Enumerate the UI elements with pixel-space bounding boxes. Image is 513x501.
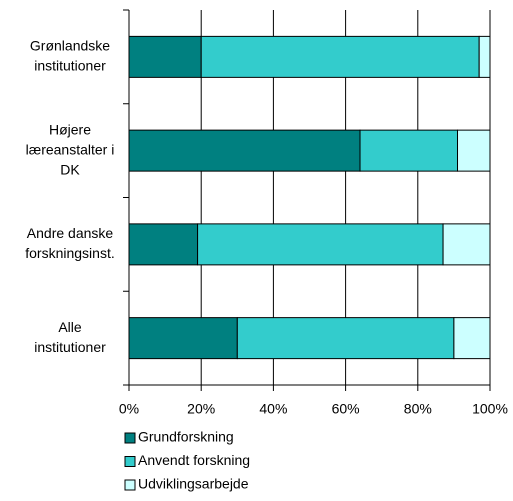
- bar-segment: [128, 129, 361, 172]
- x-tick-label: 40%: [259, 401, 287, 417]
- legend-swatch: [124, 456, 136, 467]
- y-tick-label: DK: [60, 161, 80, 177]
- y-tick-label: Højere: [49, 121, 91, 137]
- legend-label: Udviklingsarbejde: [138, 476, 249, 492]
- bar-segment: [128, 35, 202, 78]
- y-tick-label: Andre danske: [27, 225, 114, 241]
- legend-swatch: [124, 432, 136, 444]
- x-tick-label: 60%: [332, 401, 360, 417]
- y-tick-label: institutioner: [34, 339, 106, 355]
- x-tick-label: 0%: [119, 401, 139, 417]
- y-tick-label: læreanstalter i: [26, 141, 115, 157]
- x-tick-label: 100%: [472, 401, 508, 417]
- legend-swatch: [124, 479, 136, 491]
- y-tick-label: Alle: [58, 319, 82, 335]
- legend-label: Grundforskning: [138, 429, 234, 445]
- legend-label: Anvendt forskning: [138, 452, 250, 468]
- bar-segment: [478, 35, 491, 78]
- bar-segment: [359, 129, 459, 172]
- y-tick-label: institutioner: [34, 58, 106, 74]
- bar-segment: [453, 317, 491, 360]
- y-tick-label: Grønlandske: [30, 38, 110, 54]
- x-tick-label: 20%: [187, 401, 215, 417]
- x-tick-label: 80%: [404, 401, 432, 417]
- bar-segment: [128, 317, 238, 360]
- bar-segment: [197, 223, 444, 266]
- y-tick-label: forskningsinst.: [25, 245, 114, 261]
- bar-segment: [442, 223, 491, 266]
- bar-segment: [457, 129, 491, 172]
- bar-segment: [236, 317, 455, 360]
- bar-segment: [200, 35, 480, 78]
- bar-segment: [128, 223, 199, 266]
